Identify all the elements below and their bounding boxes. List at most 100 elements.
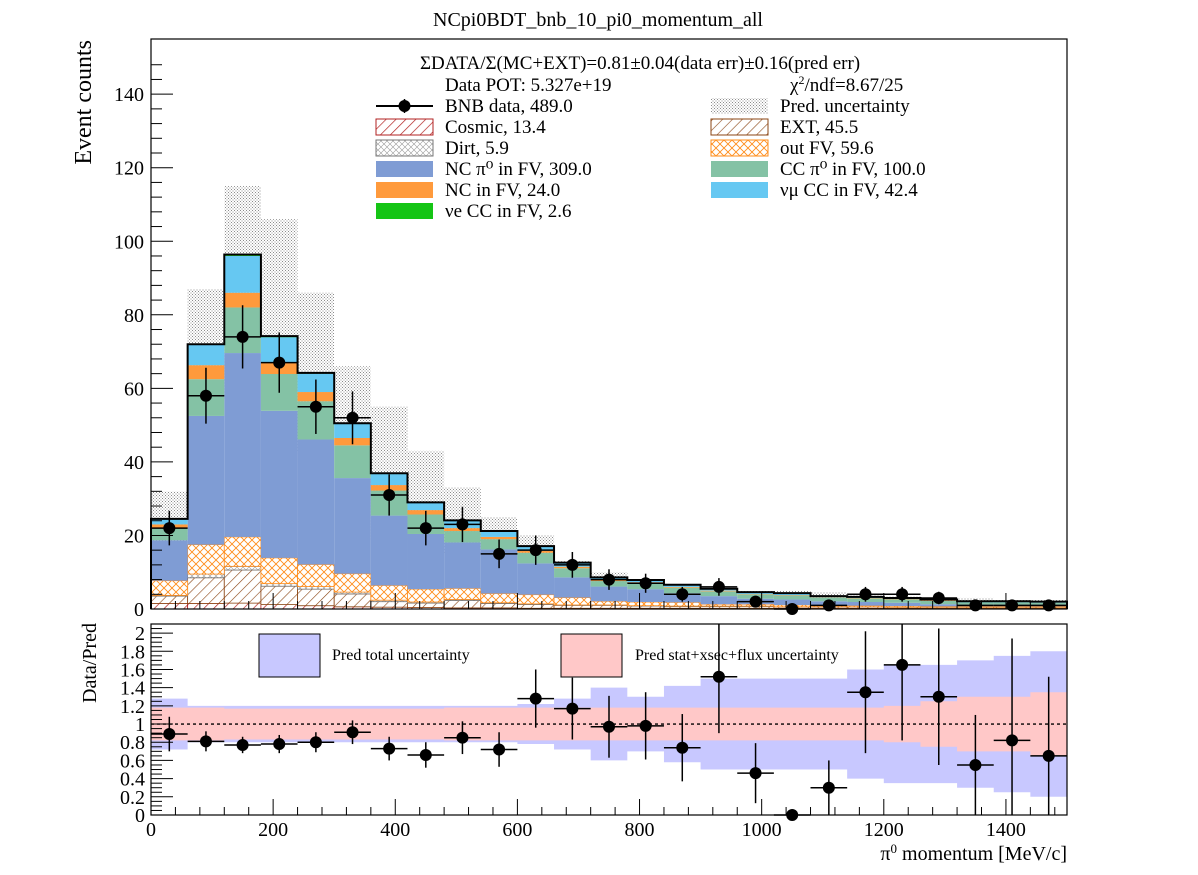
data-point-14	[663, 586, 701, 602]
bar-outfv-11	[553, 597, 592, 606]
legend-label-nuecc: νe CC in FV, 2.6	[445, 201, 572, 222]
bar-outfv-0	[150, 580, 189, 596]
data-point-8	[444, 506, 481, 543]
bar-ext-5	[333, 593, 372, 608]
ratio-point-5	[334, 720, 371, 745]
ratio-y-tick-label: 2	[135, 623, 145, 645]
ratio-point-6	[370, 736, 408, 761]
data-point-2	[224, 305, 261, 369]
bar-ncpi0-20	[883, 602, 921, 607]
legend-label-outfv: out FV, 59.6	[780, 138, 874, 159]
bar-outfv-21	[920, 606, 958, 608]
bar-outfv-12	[590, 600, 628, 606]
legend-marker-data	[398, 100, 411, 112]
x-tick-label: 400	[380, 819, 410, 841]
bar-outfv-5	[333, 573, 372, 593]
bar-cosmic-0	[150, 603, 189, 610]
bar-outfv-10	[517, 594, 555, 605]
bar-cosmic-3	[260, 604, 298, 610]
bar-dirt-2	[223, 565, 262, 571]
ratio-point-11	[554, 677, 591, 740]
legend-label-ext: EXT, 45.5	[780, 117, 858, 138]
bar-ext-2	[223, 569, 262, 604]
bar-outfv-6	[370, 585, 408, 601]
y-tick-label: 0	[134, 599, 144, 621]
x-tick-label: 1400	[986, 819, 1026, 841]
data-point-7	[407, 510, 445, 546]
bar-ext-4	[297, 588, 335, 607]
bar-ext-0	[150, 595, 189, 604]
legend-swatch-stat	[560, 633, 623, 678]
ratio-point-16	[737, 743, 774, 804]
x-axis-label: π0 momentum [MeV/c]	[880, 841, 1067, 866]
legend-entry-data: BNB data, 489.0	[376, 96, 573, 117]
ratio-point-14	[663, 714, 701, 782]
bar-outfv-13	[626, 601, 665, 607]
bar-nc-2	[224, 292, 261, 308]
legend-entry-nuecc: νe CC in FV, 2.6	[376, 201, 572, 222]
x-tick-label: 0	[146, 819, 156, 841]
legend-entry-nc: NC in FV, 24.0	[376, 180, 560, 201]
bar-outfv-1	[187, 544, 225, 575]
pot-summary: Data POT: 5.327e+19	[445, 75, 612, 96]
legend-label-stat: Pred stat+xsec+flux uncertainty	[635, 647, 839, 664]
bar-outfv-9	[480, 593, 518, 604]
bar-ncpi0-21	[920, 604, 958, 607]
ratio-point-23	[993, 638, 1031, 815]
legend-label-uncertainty: Pred. uncertainty	[780, 96, 910, 117]
legend-label-nc: NC in FV, 24.0	[445, 180, 560, 201]
bar-ncpi0-12	[590, 586, 628, 602]
bar-numucc-9	[480, 531, 518, 537]
legend-label-ccpi0: CC π⁰ in FV, 100.0	[780, 159, 926, 180]
stack-outline	[150, 253, 1068, 609]
legend-label-data: BNB data, 489.0	[445, 96, 573, 117]
bar-ncpi0-1	[187, 415, 225, 545]
legend-label-cosmic: Cosmic, 13.4	[445, 117, 546, 138]
bar-ncpi0-17	[773, 599, 811, 605]
bar-outfv-3	[260, 557, 298, 585]
legend-entry-uncertainty: Pred. uncertainty	[711, 96, 910, 117]
ratio-point-9	[480, 732, 518, 767]
ratio-point-21	[920, 628, 958, 765]
x-tick-label: 1200	[864, 819, 904, 841]
y-axis-label: Event counts	[71, 40, 97, 165]
bar-ncpi0-5	[334, 478, 371, 574]
bar-ncpi0-13	[627, 589, 664, 603]
y-tick-label: 40	[124, 452, 144, 474]
ratio-y-tick-label: 1	[135, 714, 145, 736]
ratio-point-18	[810, 760, 848, 815]
data-point-11	[554, 552, 591, 578]
ratio-point-15	[700, 624, 738, 734]
bar-outfv-20	[883, 605, 921, 608]
bar-ncpi0-0	[151, 540, 188, 581]
legend-entry-ncpi0: NC π⁰ in FV, 309.0	[376, 159, 592, 180]
legend-label-total: Pred total uncertainty	[332, 647, 470, 664]
bar-numucc-17	[773, 593, 811, 596]
data-point-15	[700, 578, 738, 596]
ratio-point-8	[444, 721, 481, 755]
ratio-y-tick-label: 1.6	[120, 659, 145, 681]
bar-ext-7	[407, 602, 445, 608]
data-point-3	[260, 332, 298, 393]
data-point-0	[151, 510, 188, 546]
bar-ncpi0-19	[847, 602, 884, 606]
x-tick-label: 600	[502, 819, 532, 841]
data-point-12	[590, 569, 628, 590]
data-point-5	[334, 391, 371, 445]
bar-outfv-2	[223, 536, 262, 567]
bar-ext-11	[553, 604, 592, 609]
bar-ncpi0-4	[297, 439, 335, 565]
legend-entry-ext: EXT, 45.5	[710, 117, 858, 138]
bar-ext-1	[187, 577, 225, 604]
ratio-point-1	[187, 731, 225, 752]
legend: ΣDATA/Σ(MC+EXT)=0.81±0.04(data err)±0.16…	[375, 53, 926, 222]
ratio-point-4	[297, 732, 335, 753]
data-point-4	[297, 379, 335, 434]
x-tick-label: 200	[258, 819, 288, 841]
bar-numucc-14	[663, 585, 701, 587]
ratio-point-20	[883, 624, 921, 741]
bar-ext-12	[590, 604, 628, 609]
bar-ncpi0-2	[224, 353, 261, 537]
y-tick-label: 140	[114, 84, 144, 106]
data-point-9	[480, 539, 518, 569]
